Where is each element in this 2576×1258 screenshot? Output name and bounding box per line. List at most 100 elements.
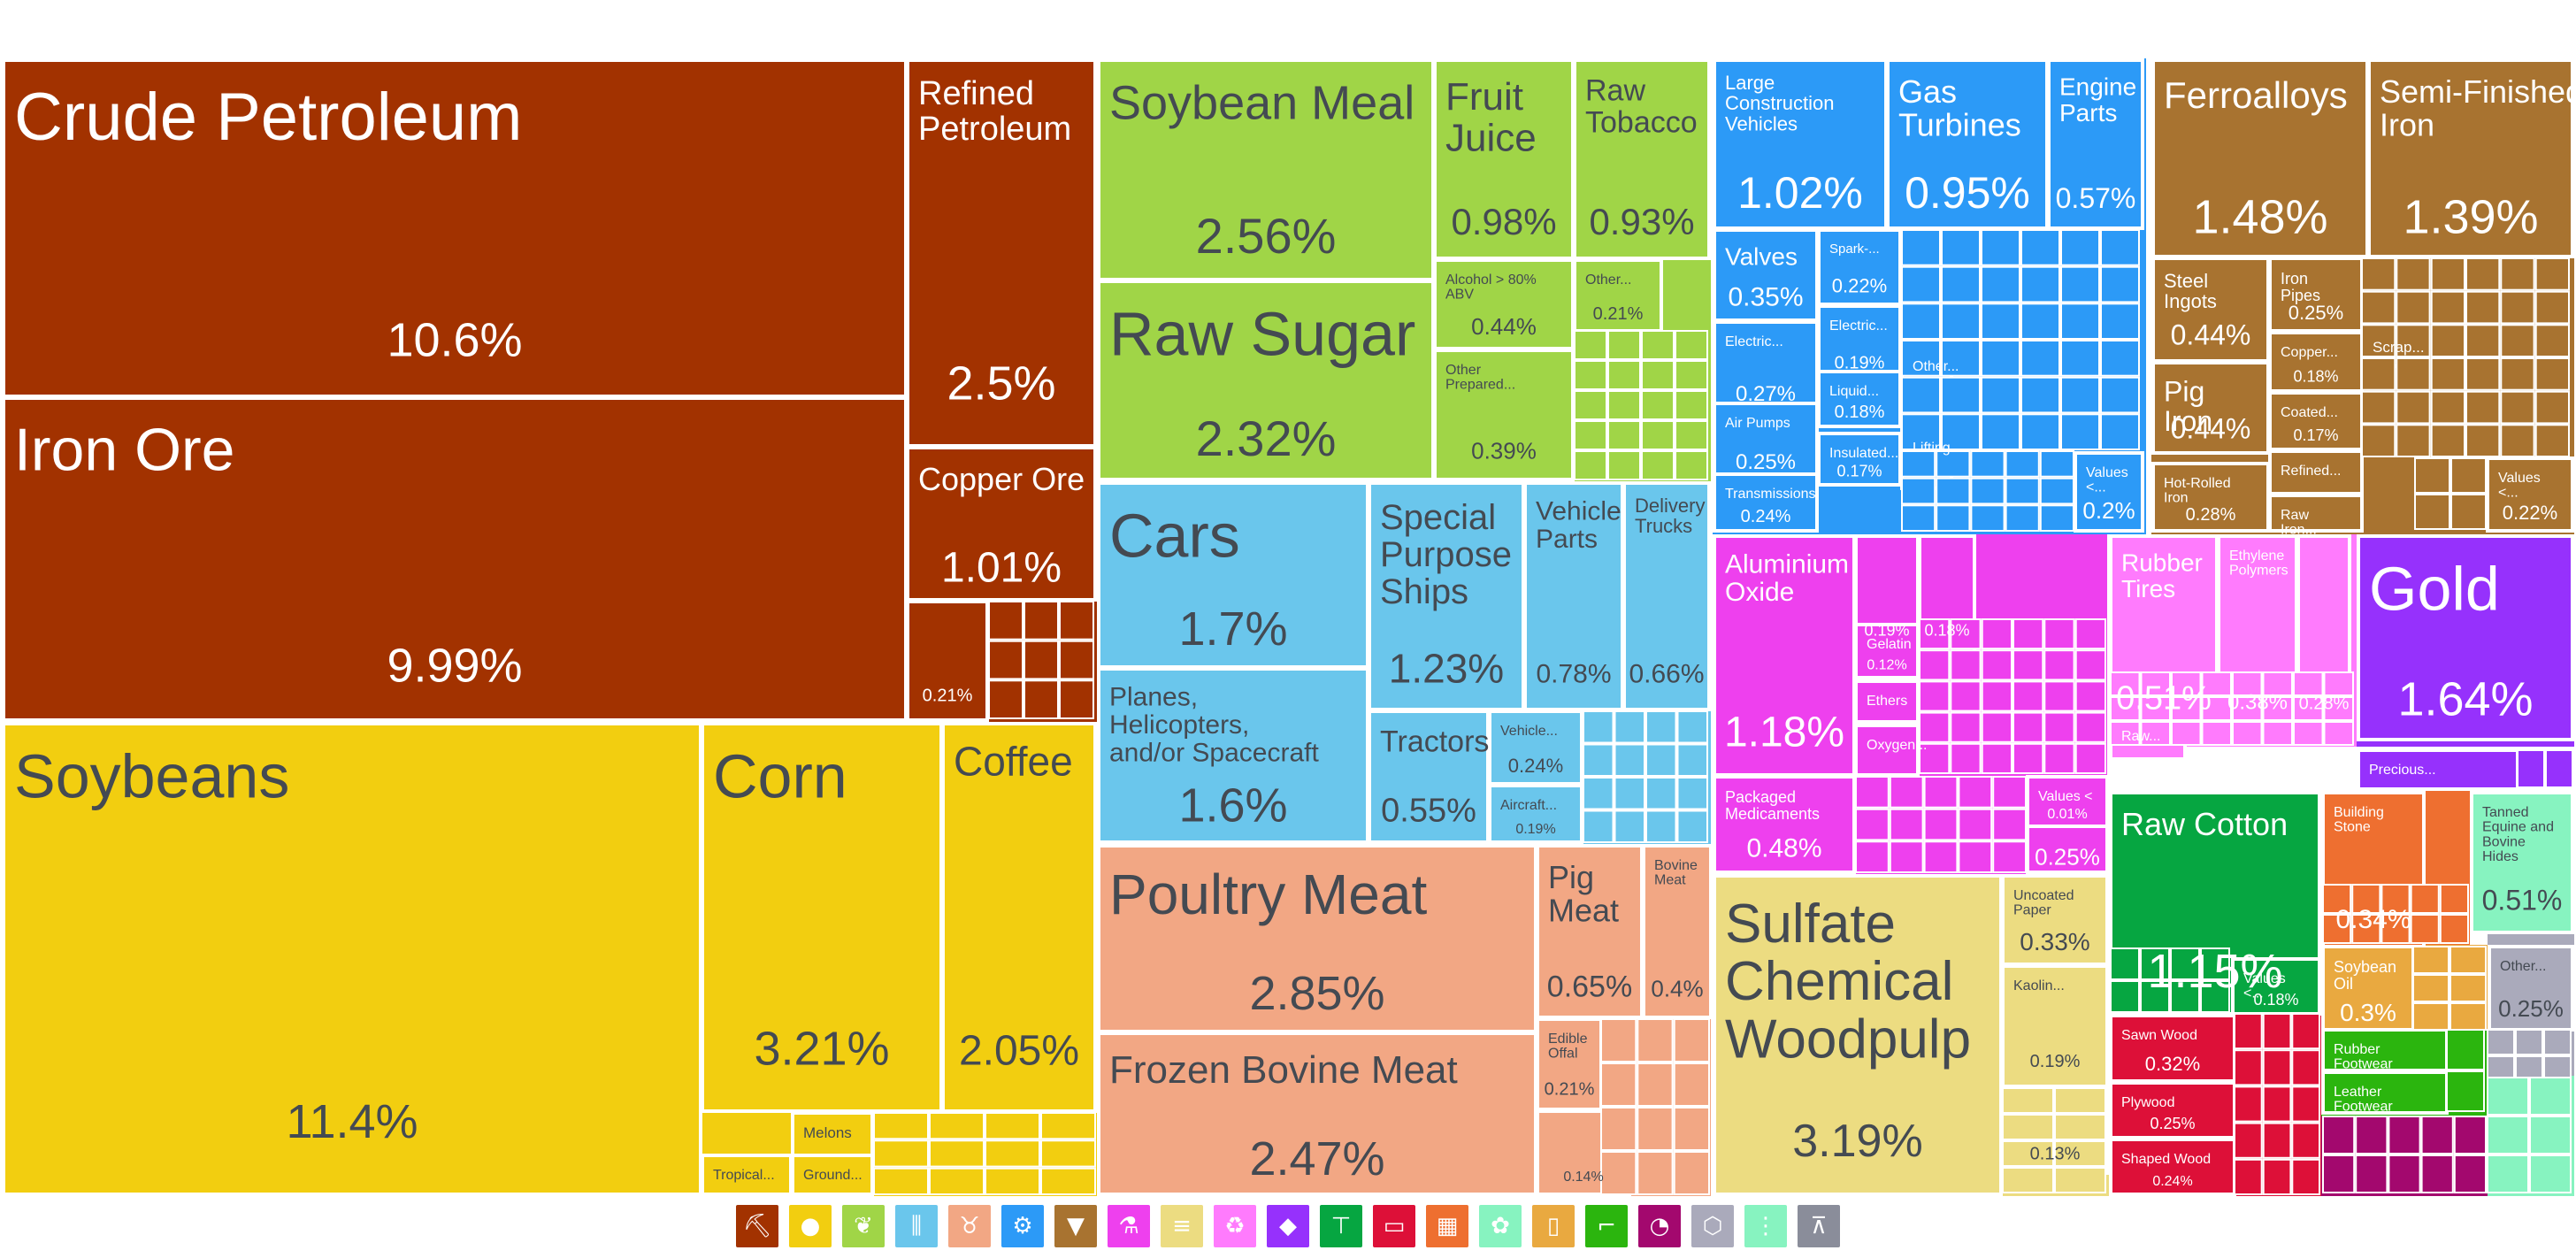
tile-tractors-23[interactable] [1368, 710, 1490, 844]
tile-pig-meat-28[interactable] [1536, 844, 1644, 1019]
tile-ethers-63[interactable] [1854, 679, 1920, 724]
tile-oxygen--64[interactable] [1854, 724, 1920, 777]
small-tile-machines [1936, 450, 1971, 478]
fruit-icon[interactable]: ● [789, 1205, 832, 1247]
shoe-icon[interactable]: ⌐ [1585, 1205, 1628, 1247]
tile-transmissions-42[interactable] [1713, 472, 1819, 533]
box-icon[interactable]: ⬡ [1691, 1205, 1734, 1247]
tile-shaped-wood-85[interactable] [2109, 1138, 2236, 1196]
tile-air-pumps-40[interactable] [1713, 402, 1819, 483]
tile-leather-footwear-87[interactable] [2321, 1070, 2449, 1115]
tile-sawn-wood-83[interactable] [2109, 1014, 2236, 1083]
tile-valves-35[interactable] [1713, 228, 1819, 322]
small-tile-oils [2450, 974, 2487, 1002]
tile-other--81[interactable] [2488, 945, 2574, 1032]
bullets-icon[interactable]: ⋮ [1744, 1205, 1787, 1247]
brick-icon[interactable]: ▦ [1426, 1205, 1468, 1247]
tile-engine-parts-34[interactable] [2047, 58, 2144, 230]
tile-precious--76[interactable] [2357, 748, 2519, 791]
tile-poultry-meat-26[interactable] [1097, 844, 1537, 1033]
tile-planes-helicopters-and-or-spacecraft-19[interactable] [1097, 667, 1369, 844]
tile-steel-ingots-48[interactable] [2151, 257, 2270, 363]
tile-gelatin-62[interactable] [1854, 623, 1920, 679]
tile-electric--38[interactable] [1713, 320, 1819, 418]
cow-icon[interactable]: ♉ [948, 1205, 991, 1247]
wheat-icon[interactable]: ❦ [842, 1205, 885, 1247]
tile-name-65-0: Values < [2038, 789, 2093, 804]
tile-tropical--9[interactable] [701, 1154, 793, 1196]
tile-raw-tobacco-14[interactable] [1573, 58, 1711, 260]
small-tile-machines [2100, 340, 2140, 377]
tile-ground--10[interactable] [791, 1154, 874, 1196]
tile-bovine-meat-29[interactable] [1642, 844, 1713, 1019]
tile-vehicle--24[interactable] [1488, 710, 1583, 786]
recycle-icon[interactable]: ♻ [1214, 1205, 1256, 1247]
small-tile-transportation [1583, 743, 1614, 777]
hide-icon[interactable]: ✿ [1479, 1205, 1522, 1247]
tile-soybean-meal-11[interactable] [1097, 58, 1435, 281]
tile-special-purpose-ships-20[interactable] [1368, 481, 1525, 711]
flask-icon[interactable]: ⚗ [1108, 1205, 1150, 1247]
tile-copper--50[interactable] [2268, 331, 2364, 393]
tile-melons-8[interactable] [791, 1111, 874, 1157]
small-tile-metals [2465, 290, 2501, 325]
tile-coated--52[interactable] [2268, 391, 2364, 451]
tile-sulfate-chemical-woodpulp-67[interactable] [1713, 874, 2003, 1196]
tile-iron-pipes-49[interactable] [2268, 257, 2364, 333]
pickaxe-icon[interactable]: ⛏ [736, 1205, 778, 1247]
tile-values--65[interactable] [2026, 775, 2109, 828]
tile-name-30-1: Offal [1548, 1047, 1578, 1062]
tile-aluminium-oxide-58[interactable] [1713, 534, 1856, 777]
tile-gold-75[interactable] [2357, 534, 2574, 741]
ticket-icon[interactable]: ▭ [1373, 1205, 1415, 1247]
scroll-icon[interactable]: ≡ [1161, 1205, 1203, 1247]
tile-corn-6[interactable] [701, 722, 943, 1113]
small-tile-paper [2054, 1167, 2106, 1193]
tile-raw-sugar-12[interactable] [1097, 280, 1435, 481]
tile-other--16[interactable] [1573, 258, 1663, 333]
tile-semi-finished-iron-47[interactable] [2367, 58, 2574, 258]
tile-raw-iron--55[interactable] [2268, 494, 2364, 533]
tile-value-24: 0.24% [1508, 755, 1563, 777]
easel-icon[interactable]: ⊼ [1798, 1205, 1840, 1247]
tile-values--78[interactable] [2231, 957, 2321, 1016]
small-tile-machines [1941, 376, 1981, 414]
tile-delivery-trucks-22[interactable] [1622, 481, 1711, 711]
tile-unnamed-4[interactable] [906, 600, 989, 722]
road-icon[interactable]: ⫼ [895, 1205, 938, 1247]
tile-crude-petroleum-0[interactable] [2, 58, 908, 398]
small-tile-metals [2396, 290, 2431, 325]
tile-ferroalloys-46[interactable] [2151, 58, 2369, 258]
small-tile-animal [1600, 1107, 1637, 1151]
tile-name-29-0: Bovine [1654, 858, 1698, 873]
tile-unnamed-66[interactable] [2026, 825, 2109, 874]
anvil-icon[interactable]: ▼ [1054, 1205, 1097, 1247]
tile-refined-petroleum-2[interactable] [906, 58, 1097, 448]
tile-insulated--41[interactable] [1817, 432, 1902, 487]
tile-coffee-7[interactable] [941, 722, 1097, 1113]
tile-frozen-bovine-meat-27[interactable] [1097, 1032, 1537, 1196]
tile-gas-turbines-33[interactable] [1886, 58, 2049, 230]
gauge-icon[interactable]: ◔ [1638, 1205, 1681, 1247]
tile-iron-ore-1[interactable] [2, 396, 908, 722]
tile-aircraft--25[interactable] [1488, 784, 1583, 844]
small-tile-chemicals [1889, 808, 1924, 841]
tile-name-22-0: Delivery [1635, 495, 1705, 517]
tile-copper-ore-3[interactable] [906, 446, 1097, 602]
tile-other-prepared--17[interactable] [1433, 349, 1575, 481]
tile-hot-rolled-iron-54[interactable] [2151, 462, 2270, 533]
shirt-icon[interactable]: ⊤ [1320, 1205, 1362, 1247]
tile-values--45[interactable] [2074, 451, 2144, 533]
tile-electric--37[interactable] [1817, 304, 1902, 382]
gem-icon[interactable]: ◆ [1267, 1205, 1309, 1247]
tile-soybeans-5[interactable] [2, 722, 702, 1196]
gear-icon[interactable]: ⚙ [1001, 1205, 1044, 1247]
tile-value-16: 0.21% [1593, 304, 1644, 324]
tile-liquid--39[interactable] [1817, 370, 1902, 428]
jar-icon[interactable]: ▯ [1532, 1205, 1575, 1247]
tile-value-51: 0.44% [2171, 413, 2251, 445]
tile-values--57[interactable] [2486, 456, 2574, 533]
small-tile-chemicals [1958, 840, 1993, 873]
tile-tanned-equine-and-bovine-hides-80[interactable] [2470, 791, 2574, 934]
tile-packaged-medicaments-59[interactable] [1713, 775, 1856, 874]
